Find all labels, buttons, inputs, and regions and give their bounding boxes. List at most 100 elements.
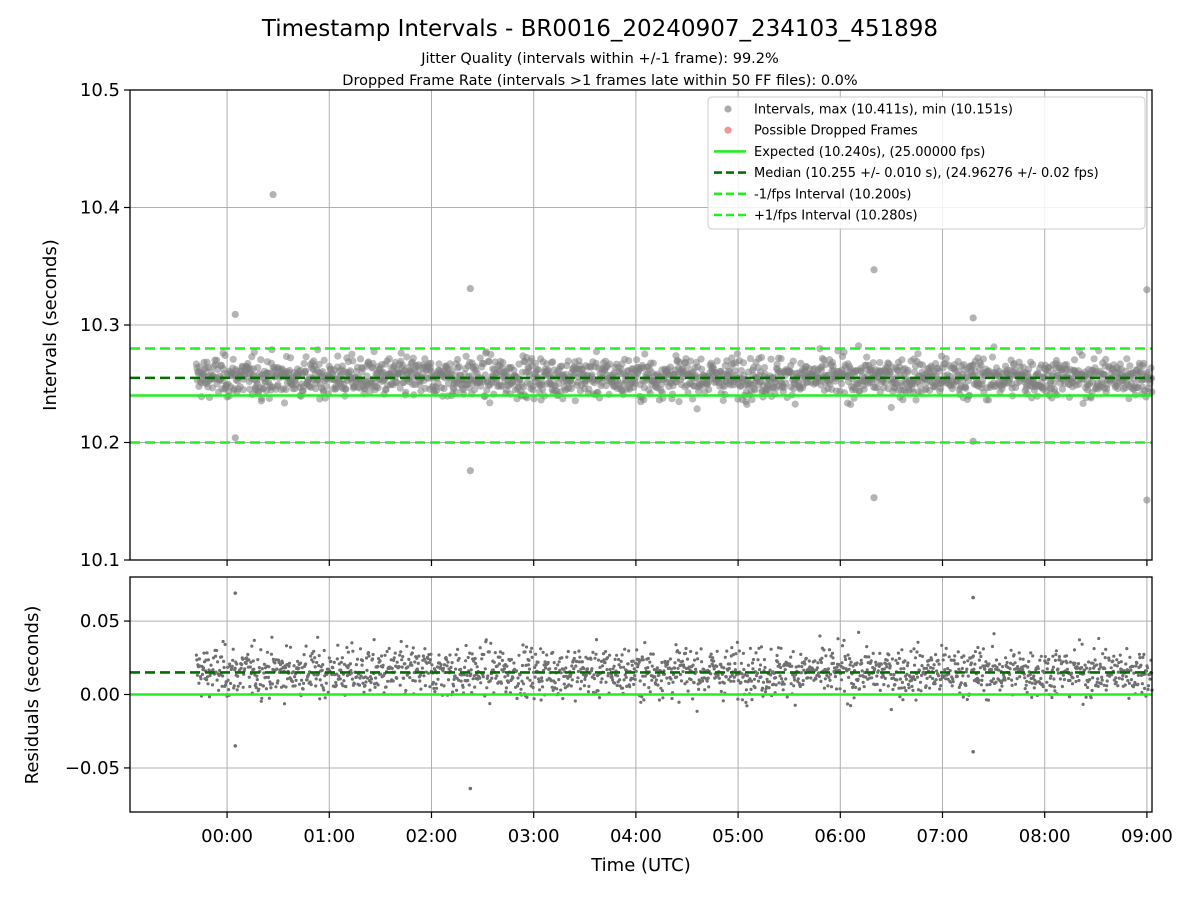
- residual-point: [817, 671, 821, 675]
- interval-point: [858, 367, 866, 375]
- residual-point: [707, 685, 711, 689]
- residual-point: [1119, 660, 1123, 664]
- interval-point: [767, 355, 775, 363]
- interval-point: [585, 385, 593, 393]
- residual-point: [562, 674, 566, 679]
- interval-point: [397, 349, 405, 357]
- residual-point: [869, 659, 873, 663]
- residuals-xtick-label-1: 01:00: [303, 826, 355, 847]
- residual-point: [392, 658, 396, 663]
- residual-point: [284, 644, 289, 648]
- interval-point: [274, 380, 282, 389]
- residual-point: [1083, 668, 1087, 672]
- residual-point: [646, 666, 650, 670]
- residual-point: [241, 685, 245, 689]
- residual-point: [1018, 657, 1022, 661]
- residual-point: [449, 665, 453, 670]
- residual-point: [1007, 676, 1011, 681]
- residual-point: [1146, 687, 1150, 692]
- residual-point: [848, 657, 852, 661]
- residual-point: [206, 682, 210, 686]
- residual-point: [1023, 676, 1027, 680]
- residual-point: [905, 664, 910, 668]
- residual-point: [223, 642, 227, 647]
- interval-point: [816, 345, 824, 353]
- interval-point: [869, 359, 877, 367]
- interval-point: [564, 357, 572, 365]
- interval-point: [746, 355, 755, 363]
- residual-point: [307, 673, 311, 677]
- residual-point: [457, 656, 461, 661]
- interval-point: [840, 348, 848, 356]
- residual-point: [951, 680, 955, 684]
- interval-point: [757, 353, 766, 361]
- residual-point: [292, 664, 296, 668]
- residual-point: [740, 672, 744, 676]
- residual-point: [337, 674, 341, 678]
- residual-point: [980, 678, 984, 683]
- residual-point: [548, 667, 552, 671]
- residual-point: [232, 684, 236, 688]
- residual-point: [503, 675, 507, 679]
- residual-point: [1090, 688, 1094, 693]
- residual-point: [320, 668, 324, 673]
- residual-point: [1096, 677, 1100, 681]
- residual-point: [322, 688, 326, 692]
- residual-point: [984, 660, 988, 664]
- residual-point: [531, 681, 535, 685]
- residual-point: [874, 660, 878, 664]
- residual-point: [1016, 667, 1020, 671]
- residual-point: [512, 661, 516, 665]
- residual-point: [933, 682, 937, 686]
- residual-point: [565, 655, 569, 659]
- residual-point: [363, 684, 367, 688]
- residual-point: [603, 661, 607, 665]
- residual-point: [679, 679, 684, 683]
- residual-point: [874, 663, 878, 667]
- residual-point: [406, 665, 410, 669]
- residual-point: [633, 674, 637, 678]
- residual-point: [754, 651, 758, 655]
- residual-point: [655, 666, 660, 670]
- residual-point: [741, 651, 746, 656]
- interval-point: [782, 379, 790, 387]
- residual-point: [693, 658, 697, 662]
- interval-point: [465, 384, 473, 392]
- residual-point: [765, 677, 769, 682]
- interval-point: [349, 357, 357, 365]
- residual-point: [378, 659, 382, 663]
- residual-point: [400, 658, 404, 662]
- interval-point: [471, 386, 479, 394]
- residual-point: [437, 653, 441, 657]
- residual-point: [231, 647, 235, 651]
- residual-point: [886, 684, 890, 688]
- residual-point: [669, 667, 674, 671]
- residual-point: [900, 680, 905, 685]
- residual-point: [760, 686, 765, 690]
- residual-point: [865, 668, 869, 672]
- residual-point: [418, 673, 422, 677]
- residual-point: [867, 655, 871, 659]
- residual-point: [860, 669, 864, 673]
- interval-point: [529, 386, 537, 394]
- residual-point: [674, 675, 679, 679]
- residual-point: [1128, 655, 1132, 659]
- residual-point: [521, 682, 526, 686]
- residual-point: [580, 660, 585, 664]
- residual-point: [823, 677, 828, 681]
- residual-point: [631, 676, 635, 681]
- residual-point: [940, 643, 944, 648]
- residual-point: [897, 686, 901, 690]
- residual-point: [381, 663, 385, 667]
- residual-point: [1029, 651, 1033, 655]
- interval-point: [549, 358, 557, 366]
- residual-point: [314, 684, 318, 688]
- residual-point: [913, 656, 918, 660]
- residual-point: [798, 684, 802, 689]
- residual-point: [916, 640, 920, 644]
- interval-point: [409, 354, 417, 362]
- residual-point: [1104, 647, 1108, 652]
- residual-point: [524, 645, 529, 649]
- residual-point: [925, 666, 929, 671]
- residual-point: [251, 659, 255, 663]
